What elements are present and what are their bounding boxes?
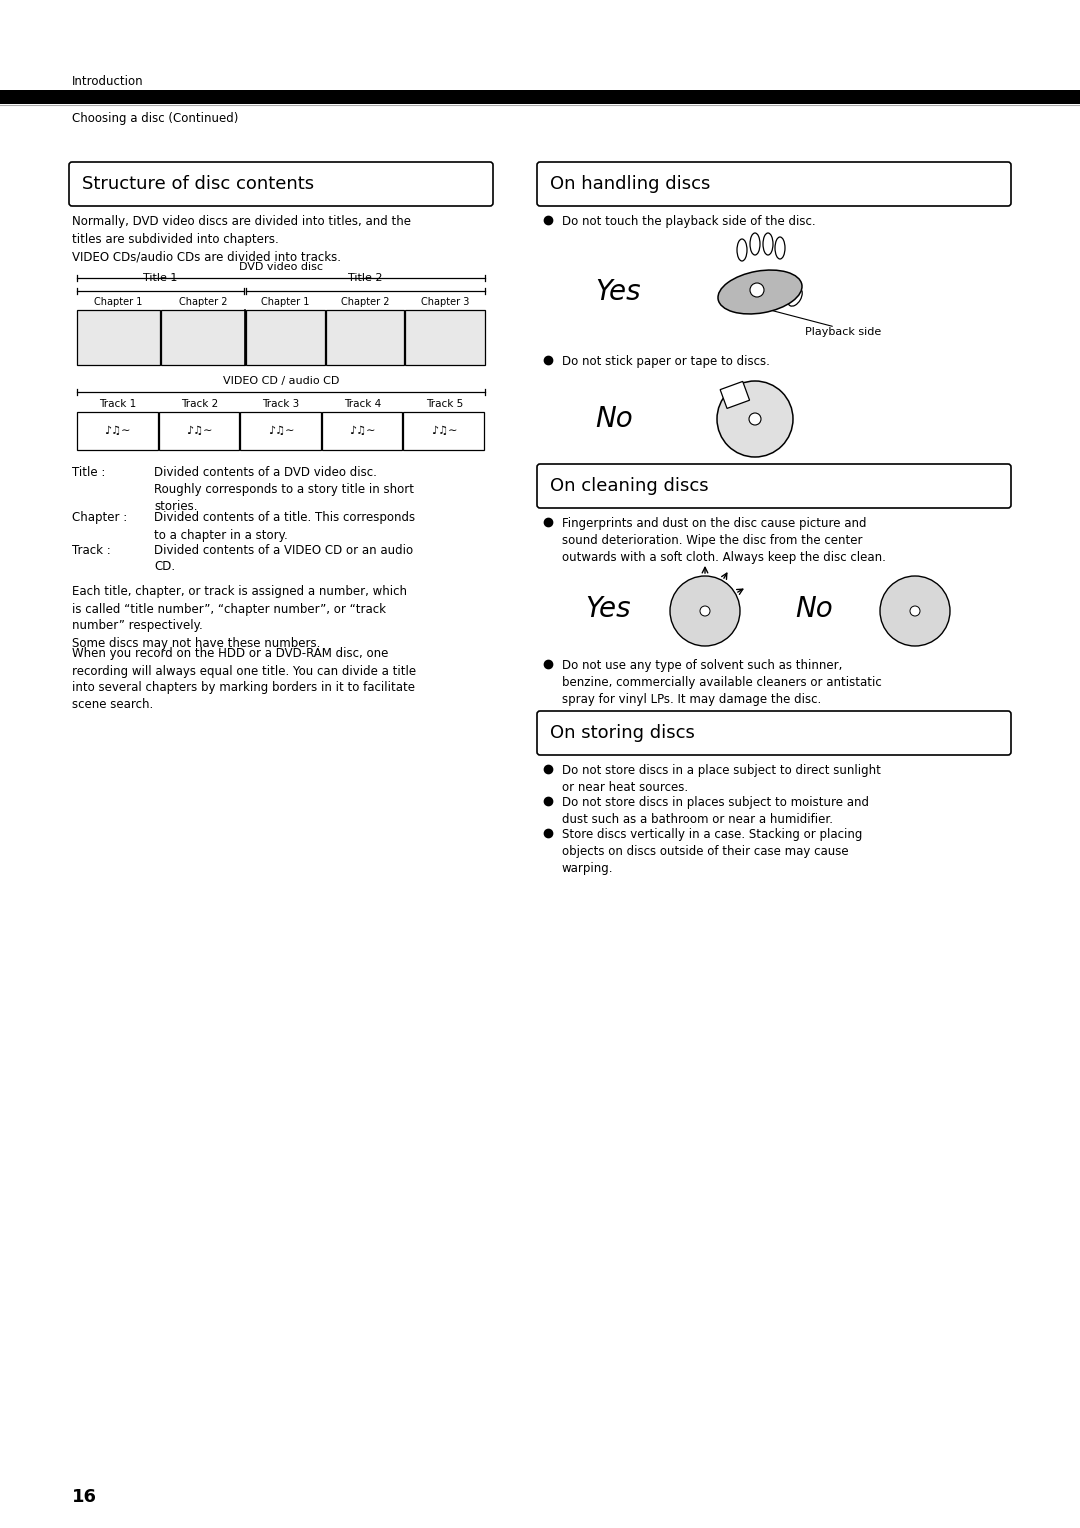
Text: VIDEO CD / audio CD: VIDEO CD / audio CD (222, 376, 339, 387)
FancyBboxPatch shape (537, 162, 1011, 206)
Ellipse shape (775, 237, 785, 260)
Circle shape (880, 576, 950, 646)
Text: ♪♫∼: ♪♫∼ (431, 426, 458, 435)
FancyBboxPatch shape (537, 711, 1011, 755)
Text: Do not store discs in a place subject to direct sunlight
or near heat sources.: Do not store discs in a place subject to… (562, 764, 881, 795)
Text: Track 1: Track 1 (99, 399, 136, 410)
Text: Chapter 3: Chapter 3 (421, 296, 470, 307)
Text: On cleaning discs: On cleaning discs (550, 477, 708, 495)
Text: No: No (795, 594, 833, 623)
Bar (322, 413, 403, 451)
FancyBboxPatch shape (537, 465, 1011, 507)
Bar (404, 413, 484, 451)
Text: No: No (595, 405, 633, 432)
Text: DVD video disc: DVD video disc (239, 261, 323, 272)
Text: Divided contents of a title. This corresponds
to a chapter in a story.: Divided contents of a title. This corres… (154, 512, 415, 541)
Ellipse shape (750, 232, 760, 255)
Text: Each title, chapter, or track is assigned a number, which
is called “title numbe: Each title, chapter, or track is assigne… (72, 585, 407, 649)
Bar (77, 413, 158, 451)
Bar (326, 310, 404, 365)
Text: 16: 16 (72, 1488, 97, 1507)
Ellipse shape (718, 270, 802, 313)
Text: Do not store discs in places subject to moisture and
dust such as a bathroom or : Do not store discs in places subject to … (562, 796, 869, 827)
Text: Yes: Yes (595, 278, 640, 306)
Text: When you record on the HDD or a DVD-RAM disc, one
recording will always equal on: When you record on the HDD or a DVD-RAM … (72, 648, 416, 712)
Circle shape (717, 380, 793, 457)
Text: Divided contents of a VIDEO CD or an audio
CD.: Divided contents of a VIDEO CD or an aud… (154, 544, 414, 573)
Text: Store discs vertically in a case. Stacking or placing
objects on discs outside o: Store discs vertically in a case. Stacki… (562, 828, 862, 876)
Ellipse shape (737, 238, 747, 261)
Text: ♪♫∼: ♪♫∼ (105, 426, 131, 435)
Text: Track 5: Track 5 (426, 399, 463, 410)
Text: On storing discs: On storing discs (550, 724, 694, 743)
Circle shape (750, 283, 764, 296)
Text: Track 2: Track 2 (180, 399, 218, 410)
Ellipse shape (787, 287, 802, 306)
Text: Normally, DVD video discs are divided into titles, and the
titles are subdivided: Normally, DVD video discs are divided in… (72, 215, 411, 263)
Text: Chapter :: Chapter : (72, 512, 127, 524)
Text: Chapter 1: Chapter 1 (94, 296, 143, 307)
Text: Title 1: Title 1 (144, 274, 178, 283)
Text: Chapter 2: Chapter 2 (341, 296, 390, 307)
Text: Playback side: Playback side (805, 327, 881, 338)
Bar (246, 310, 325, 365)
Text: Choosing a disc (Continued): Choosing a disc (Continued) (72, 112, 239, 125)
FancyBboxPatch shape (69, 162, 492, 206)
Text: Fingerprints and dust on the disc cause picture and
sound deterioration. Wipe th: Fingerprints and dust on the disc cause … (562, 516, 886, 564)
Circle shape (700, 607, 710, 616)
Text: Title 2: Title 2 (349, 274, 383, 283)
Text: Introduction: Introduction (72, 75, 144, 89)
Bar (161, 310, 245, 365)
Text: On handling discs: On handling discs (550, 176, 711, 193)
Circle shape (670, 576, 740, 646)
Text: ♪♫∼: ♪♫∼ (186, 426, 213, 435)
Text: ♪♫∼: ♪♫∼ (349, 426, 376, 435)
Text: Divided contents of a DVD video disc.
Roughly corresponds to a story title in sh: Divided contents of a DVD video disc. Ro… (154, 466, 414, 513)
Text: Title :: Title : (72, 466, 106, 478)
Text: Track :: Track : (72, 544, 111, 556)
Bar (159, 413, 239, 451)
Ellipse shape (762, 232, 773, 255)
Text: Track 4: Track 4 (343, 399, 381, 410)
Bar (405, 310, 485, 365)
Text: Do not stick paper or tape to discs.: Do not stick paper or tape to discs. (562, 354, 770, 368)
Polygon shape (720, 382, 750, 408)
Circle shape (910, 607, 920, 616)
Bar (0, 90, 1080, 104)
Text: Do not use any type of solvent such as thinner,
benzine, commercially available : Do not use any type of solvent such as t… (562, 659, 881, 706)
Bar (77, 310, 160, 365)
Circle shape (750, 413, 761, 425)
Bar (240, 413, 321, 451)
Text: Yes: Yes (585, 594, 631, 623)
Text: Do not touch the playback side of the disc.: Do not touch the playback side of the di… (562, 215, 815, 228)
Text: Chapter 1: Chapter 1 (261, 296, 310, 307)
Text: ♪♫∼: ♪♫∼ (268, 426, 294, 435)
Text: Structure of disc contents: Structure of disc contents (82, 176, 314, 193)
Text: Chapter 2: Chapter 2 (178, 296, 227, 307)
Text: Track 3: Track 3 (262, 399, 299, 410)
